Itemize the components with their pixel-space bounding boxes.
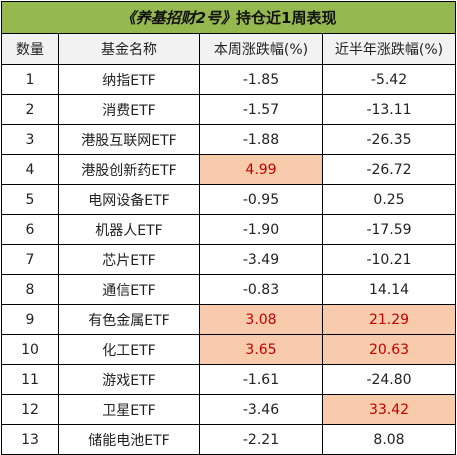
header-week-change: 本周涨跌幅(%) <box>199 33 323 65</box>
cell-number: 2 <box>1 94 59 125</box>
cell-fund-name: 卫星ETF <box>58 394 200 425</box>
cell-number: 10 <box>1 334 59 365</box>
cell-week-change: -1.57 <box>199 94 323 125</box>
cell-half-year-change: -26.35 <box>321 124 457 155</box>
cell-number: 7 <box>1 244 59 275</box>
cell-half-year-change: -24.80 <box>321 364 457 395</box>
cell-number: 8 <box>1 274 59 305</box>
cell-fund-name: 机器人ETF <box>58 214 200 245</box>
cell-fund-name: 港股互联网ETF <box>58 124 200 155</box>
cell-number: 6 <box>1 214 59 245</box>
table-row: 10 化工ETF 3.65 20.63 <box>1 334 457 365</box>
cell-fund-name: 游戏ETF <box>58 364 200 395</box>
cell-number: 1 <box>1 64 59 95</box>
cell-half-year-change: 20.63 <box>321 334 457 365</box>
cell-week-change: 4.99 <box>199 154 323 185</box>
cell-week-change: 3.08 <box>199 304 323 335</box>
cell-half-year-change: 8.08 <box>321 424 457 455</box>
cell-fund-name: 通信ETF <box>58 274 200 305</box>
table-row: 5 电网设备ETF -0.95 0.25 <box>1 184 457 215</box>
cell-week-change: -3.46 <box>199 394 323 425</box>
title-description: 持仓近1周表现 <box>236 9 337 27</box>
table-title-row: 《养基招财2号》持仓近1周表现 <box>0 1 457 34</box>
cell-fund-name: 芯片ETF <box>58 244 200 275</box>
table-row: 6 机器人ETF -1.90 -17.59 <box>1 214 457 245</box>
header-fund-name: 基金名称 <box>58 33 200 65</box>
cell-week-change: -3.49 <box>199 244 323 275</box>
cell-week-change: -1.85 <box>199 64 323 95</box>
cell-half-year-change: 33.42 <box>321 394 457 425</box>
cell-week-change: -1.61 <box>199 364 323 395</box>
cell-week-change: -0.83 <box>199 274 323 305</box>
cell-number: 12 <box>1 394 59 425</box>
cell-fund-name: 纳指ETF <box>58 64 200 95</box>
cell-week-change: -0.95 <box>199 184 323 215</box>
cell-half-year-change: -5.42 <box>321 64 457 95</box>
table-row: 8 通信ETF -0.83 14.14 <box>1 274 457 305</box>
cell-number: 9 <box>1 304 59 335</box>
table-row: 2 消费ETF -1.57 -13.11 <box>1 94 457 125</box>
cell-fund-name: 有色金属ETF <box>58 304 200 335</box>
table-row: 7 芯片ETF -3.49 -10.21 <box>1 244 457 275</box>
table-row: 4 港股创新药ETF 4.99 -26.72 <box>1 154 457 185</box>
cell-number: 13 <box>1 424 59 455</box>
cell-fund-name: 消费ETF <box>58 94 200 125</box>
header-half-year-change: 近半年涨跌幅(%) <box>321 33 457 65</box>
cell-half-year-change: -26.72 <box>321 154 457 185</box>
table-row: 13 储能电池ETF -2.21 8.08 <box>1 424 457 455</box>
cell-fund-name: 化工ETF <box>58 334 200 365</box>
cell-half-year-change: 14.14 <box>321 274 457 305</box>
table-row: 1 纳指ETF -1.85 -5.42 <box>1 64 457 95</box>
table-row: 3 港股互联网ETF -1.88 -26.35 <box>1 124 457 155</box>
table-row: 9 有色金属ETF 3.08 21.29 <box>1 304 457 335</box>
cell-week-change: -1.90 <box>199 214 323 245</box>
table-title: 《养基招财2号》持仓近1周表现 <box>0 1 457 34</box>
cell-half-year-change: 21.29 <box>321 304 457 335</box>
cell-fund-name: 储能电池ETF <box>58 424 200 455</box>
cell-number: 4 <box>1 154 59 185</box>
cell-week-change: 3.65 <box>199 334 323 365</box>
cell-half-year-change: -10.21 <box>321 244 457 275</box>
table-row: 12 卫星ETF -3.46 33.42 <box>1 394 457 425</box>
cell-week-change: -1.88 <box>199 124 323 155</box>
cell-half-year-change: -13.11 <box>321 94 457 125</box>
table-row: 11 游戏ETF -1.61 -24.80 <box>1 364 457 395</box>
cell-number: 11 <box>1 364 59 395</box>
cell-number: 5 <box>1 184 59 215</box>
cell-half-year-change: -17.59 <box>321 214 457 245</box>
cell-week-change: -2.21 <box>199 424 323 455</box>
header-row: 数量 基金名称 本周涨跌幅(%) 近半年涨跌幅(%) <box>1 33 457 65</box>
cell-number: 3 <box>1 124 59 155</box>
cell-fund-name: 港股创新药ETF <box>58 154 200 185</box>
header-number: 数量 <box>1 33 59 65</box>
cell-fund-name: 电网设备ETF <box>58 184 200 215</box>
cell-half-year-change: 0.25 <box>321 184 457 215</box>
title-portfolio-name: 《养基招财2号》 <box>120 9 237 27</box>
